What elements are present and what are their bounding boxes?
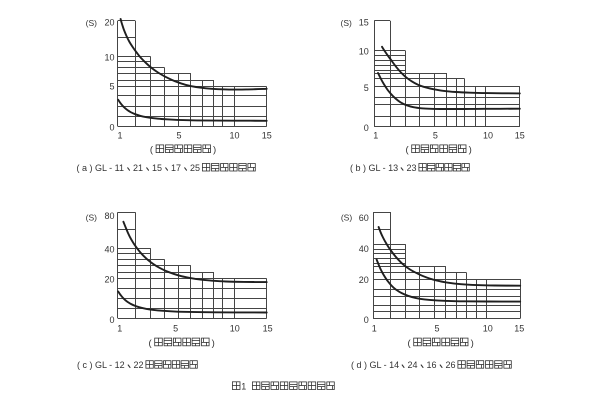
svg-text:10: 10 [359, 47, 369, 57]
svg-text:): ) [213, 145, 216, 156]
svg-text:(S): (S) [86, 212, 98, 222]
svg-text:15: 15 [359, 18, 369, 28]
svg-text:16: 16 [427, 360, 437, 370]
svg-text:1: 1 [241, 382, 246, 392]
svg-text:15: 15 [515, 131, 525, 141]
svg-text:40: 40 [359, 244, 369, 254]
svg-text:5: 5 [173, 323, 178, 333]
svg-text:15: 15 [262, 131, 272, 141]
svg-text:5: 5 [109, 82, 114, 92]
svg-text:(S): (S) [341, 18, 353, 28]
svg-text:5: 5 [364, 83, 369, 93]
svg-text:10: 10 [230, 323, 240, 333]
svg-text:17: 17 [171, 163, 181, 173]
svg-text:10: 10 [229, 131, 239, 141]
svg-text:21: 21 [133, 163, 143, 173]
svg-text:1: 1 [373, 131, 378, 141]
svg-text:(: ( [150, 145, 154, 156]
svg-text:20: 20 [104, 275, 114, 285]
svg-text:): ) [469, 145, 472, 156]
svg-text:( b ) GL - 13: ( b ) GL - 13 [350, 163, 398, 173]
svg-text:10: 10 [104, 53, 114, 63]
svg-text:24: 24 [408, 360, 418, 370]
svg-text:0: 0 [364, 123, 369, 133]
svg-text:1: 1 [117, 131, 122, 141]
svg-text:0: 0 [364, 315, 369, 325]
svg-text:10: 10 [483, 131, 493, 141]
svg-text:40: 40 [104, 245, 114, 255]
svg-text:(: ( [408, 338, 412, 349]
svg-text:20: 20 [359, 275, 369, 285]
svg-text:25: 25 [190, 163, 200, 173]
svg-text:80: 80 [104, 211, 114, 221]
svg-text:5: 5 [176, 131, 181, 141]
svg-text:60: 60 [359, 213, 369, 223]
svg-text:(: ( [406, 145, 410, 156]
svg-text:(: ( [149, 338, 153, 349]
svg-text:0: 0 [109, 315, 114, 325]
svg-text:5: 5 [434, 323, 439, 333]
svg-text:( a ) GL - 11: ( a ) GL - 11 [77, 163, 125, 173]
svg-text:1: 1 [117, 323, 122, 333]
svg-text:( c ) GL - 12: ( c ) GL - 12 [77, 360, 125, 370]
svg-text:23: 23 [407, 163, 417, 173]
svg-text:15: 15 [263, 323, 273, 333]
svg-text:10: 10 [483, 323, 493, 333]
svg-text:15: 15 [514, 323, 524, 333]
svg-text:26: 26 [446, 360, 456, 370]
svg-text:15: 15 [152, 163, 162, 173]
svg-text:): ) [471, 338, 474, 349]
svg-text:0: 0 [109, 123, 114, 133]
svg-text:(S): (S) [86, 18, 98, 28]
svg-text:5: 5 [433, 131, 438, 141]
svg-text:( d ) GL - 14: ( d ) GL - 14 [351, 360, 399, 370]
svg-text:(S): (S) [341, 212, 353, 222]
svg-text:1: 1 [372, 323, 377, 333]
svg-text:22: 22 [134, 360, 144, 370]
svg-text:20: 20 [104, 18, 114, 28]
svg-text:): ) [212, 338, 215, 349]
